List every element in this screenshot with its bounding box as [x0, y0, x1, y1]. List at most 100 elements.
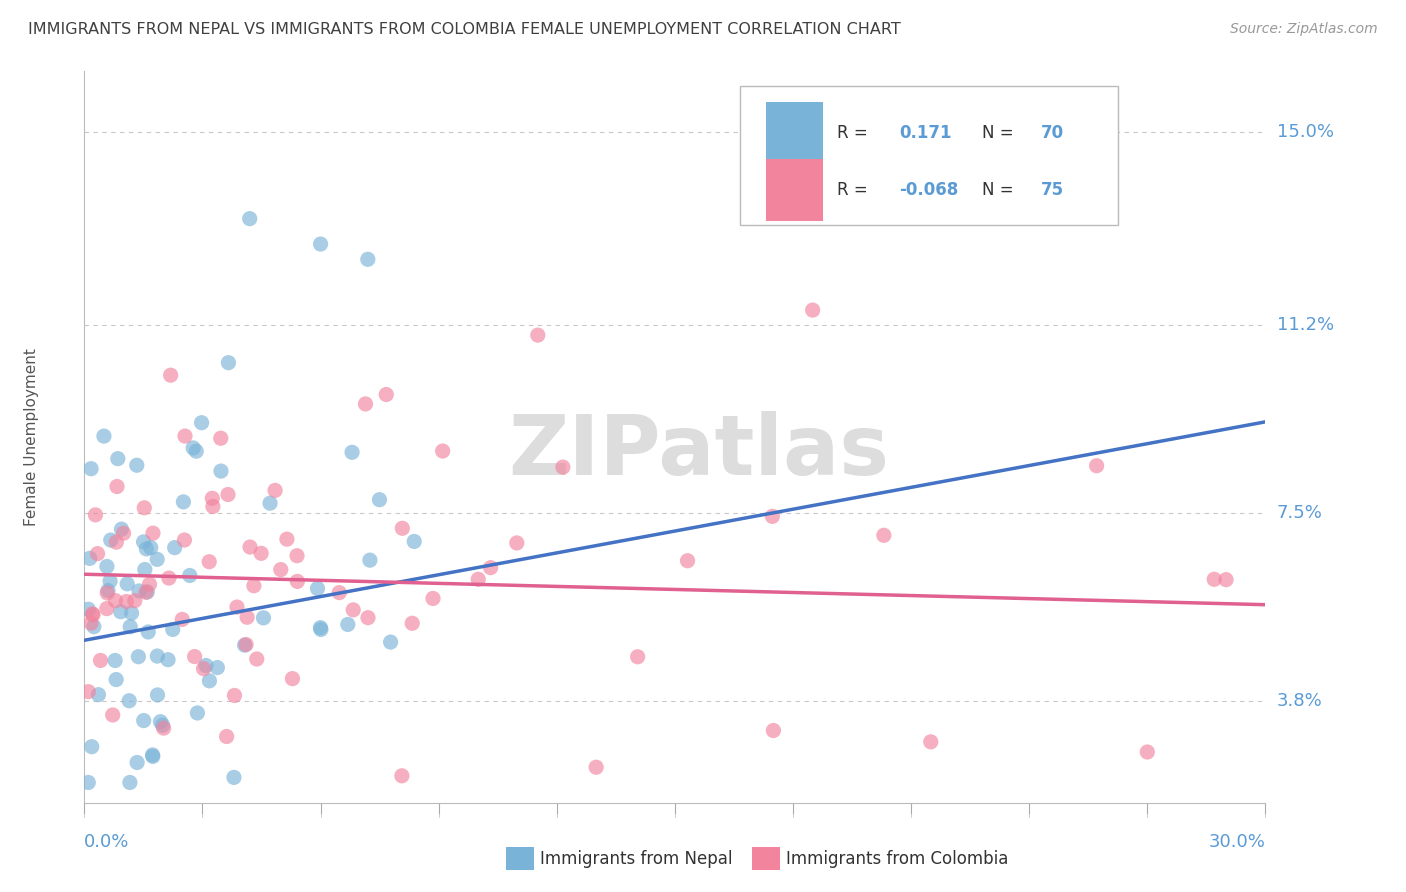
Point	[138, 577, 160, 591]
Point	[146, 552, 169, 566]
Point	[920, 735, 942, 749]
Point	[467, 572, 489, 586]
Text: Immigrants from Nepal: Immigrants from Nepal	[540, 850, 733, 868]
Point	[342, 603, 364, 617]
Point	[198, 555, 221, 569]
Point	[163, 541, 186, 555]
Point	[259, 496, 281, 510]
Point	[285, 574, 308, 589]
Point	[676, 554, 699, 568]
Point	[104, 653, 127, 667]
Point	[125, 458, 148, 473]
Text: R =: R =	[837, 124, 873, 142]
Point	[172, 495, 194, 509]
Point	[368, 492, 391, 507]
Point	[250, 546, 273, 560]
Point	[1204, 572, 1226, 586]
Text: ZIPatlas: ZIPatlas	[508, 411, 889, 492]
Point	[201, 500, 224, 514]
Point	[236, 610, 259, 624]
Point	[479, 560, 502, 574]
Point	[422, 591, 444, 606]
Point	[391, 769, 413, 783]
Point	[209, 431, 232, 445]
Point	[340, 445, 363, 459]
Point	[77, 602, 100, 616]
Point	[104, 593, 127, 607]
Text: Immigrants from Colombia: Immigrants from Colombia	[786, 850, 1008, 868]
Point	[112, 526, 135, 541]
Text: R =: R =	[837, 181, 873, 199]
Text: N =: N =	[981, 181, 1019, 199]
Point	[239, 211, 262, 226]
Point	[222, 771, 245, 785]
Point	[82, 607, 104, 622]
Point	[215, 730, 238, 744]
Point	[285, 549, 308, 563]
Point	[401, 616, 423, 631]
Point	[359, 553, 381, 567]
Point	[96, 586, 118, 600]
Point	[627, 649, 650, 664]
Point	[101, 708, 124, 723]
Point	[309, 621, 332, 635]
Point	[146, 648, 169, 663]
Point	[124, 593, 146, 607]
Point	[226, 600, 249, 615]
Point	[186, 706, 208, 720]
Point	[172, 612, 194, 626]
Point	[307, 582, 329, 596]
Point	[309, 237, 332, 252]
Point	[77, 684, 100, 698]
Point	[96, 559, 118, 574]
Text: 30.0%: 30.0%	[1209, 833, 1265, 851]
Point	[159, 368, 181, 383]
Text: 75: 75	[1040, 181, 1064, 199]
Point	[551, 460, 574, 475]
Point	[801, 303, 824, 318]
Point	[80, 616, 103, 631]
Point	[1085, 458, 1108, 473]
Point	[135, 585, 157, 599]
Point	[404, 534, 426, 549]
Text: 15.0%: 15.0%	[1277, 123, 1333, 141]
Point	[761, 509, 783, 524]
FancyBboxPatch shape	[740, 86, 1118, 225]
Point	[217, 487, 239, 501]
Point	[309, 623, 332, 637]
Point	[100, 533, 122, 547]
Point	[121, 606, 143, 620]
Point	[98, 574, 121, 588]
Point	[84, 508, 107, 522]
Point	[186, 444, 208, 458]
Point	[120, 620, 142, 634]
Point	[157, 571, 180, 585]
Point	[264, 483, 287, 498]
Point	[96, 601, 118, 615]
Point	[391, 521, 413, 535]
Point	[80, 739, 103, 754]
Point	[198, 673, 221, 688]
Point	[235, 638, 257, 652]
Point	[527, 328, 550, 343]
Text: 0.0%: 0.0%	[84, 833, 129, 851]
Point	[149, 714, 172, 729]
Point	[506, 536, 529, 550]
Point	[239, 540, 262, 554]
Point	[105, 673, 128, 687]
Point	[233, 638, 256, 652]
Text: 70: 70	[1040, 124, 1064, 142]
Point	[146, 688, 169, 702]
Point	[110, 605, 132, 619]
Point	[105, 479, 128, 493]
Text: 3.8%: 3.8%	[1277, 692, 1322, 710]
Point	[136, 624, 159, 639]
Point	[357, 252, 380, 267]
Point	[276, 532, 298, 546]
Text: 0.171: 0.171	[900, 124, 952, 142]
Point	[183, 649, 205, 664]
Point	[201, 491, 224, 506]
Point	[224, 689, 246, 703]
Point	[762, 723, 785, 738]
Point	[1136, 745, 1159, 759]
